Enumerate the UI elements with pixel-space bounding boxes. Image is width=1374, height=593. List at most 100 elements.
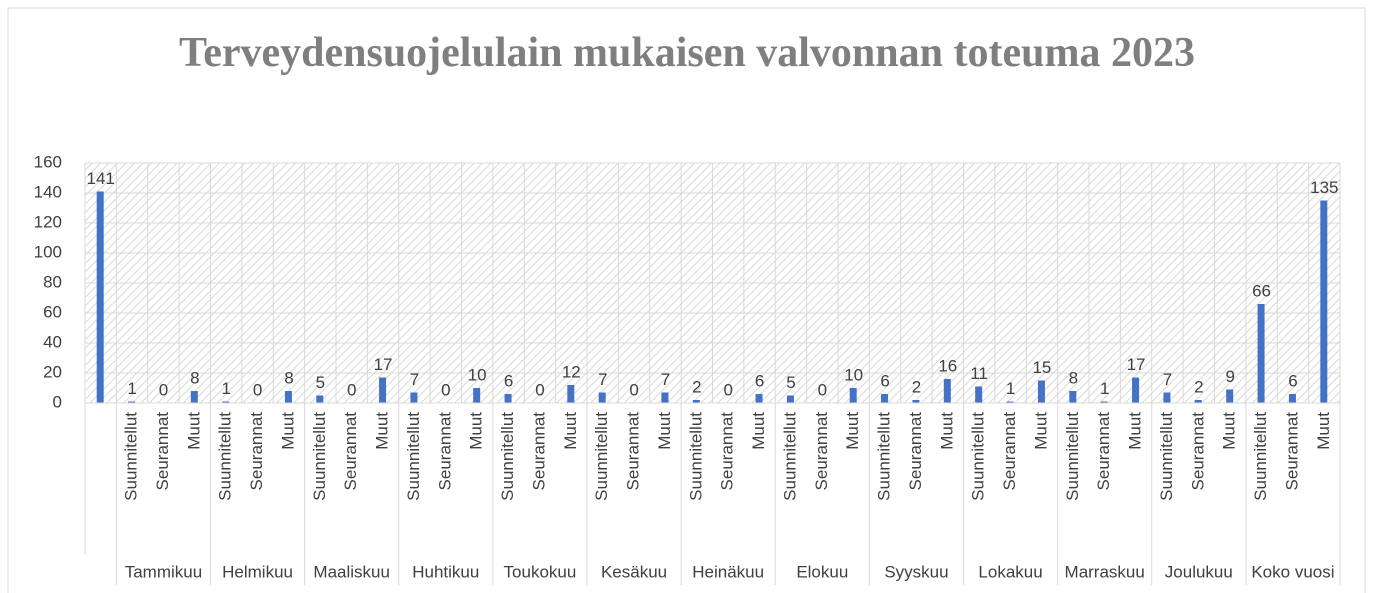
x-tick-label: Suunnitellut (404, 412, 423, 501)
data-label: 5 (316, 373, 325, 392)
x-tick-label: Suunnitellut (875, 412, 894, 501)
chart-frame (7, 7, 1366, 593)
bar (849, 388, 857, 403)
data-label: 6 (1288, 371, 1297, 390)
data-label: 12 (562, 362, 581, 381)
data-label: 6 (880, 371, 889, 390)
x-tick-label: Suunnitellut (498, 412, 517, 501)
x-tick-label: Seurannat (1282, 412, 1301, 491)
data-label: 8 (190, 368, 199, 387)
x-tick-label: Suunnitellut (969, 412, 988, 501)
x-tick-label: Seurannat (341, 412, 360, 491)
bar (316, 395, 324, 403)
data-label: 7 (661, 370, 670, 389)
data-label: 6 (755, 371, 764, 390)
bar (1257, 304, 1265, 403)
x-tick-label: Muut (373, 412, 392, 450)
data-label: 0 (441, 380, 450, 399)
data-label: 9 (1225, 367, 1234, 386)
x-tick-label: Muut (749, 412, 768, 450)
y-tick-label: 120 (34, 212, 62, 231)
x-tick-label: Suunnitellut (122, 412, 141, 501)
x-tick-label: Suunnitellut (686, 412, 705, 501)
x-tick-label: Muut (843, 412, 862, 450)
group-label: Huhtikuu (412, 562, 479, 581)
data-label: 8 (1069, 368, 1078, 387)
bar (1320, 200, 1328, 403)
x-tick-label: Seurannat (1094, 412, 1113, 491)
x-tick-label: Muut (184, 412, 203, 450)
data-label: 1 (221, 379, 230, 398)
bar (661, 392, 669, 403)
x-tick-label: Seurannat (718, 412, 737, 491)
bar (755, 394, 763, 403)
x-tick-label: Suunnitellut (1251, 412, 1270, 501)
bar (1037, 380, 1045, 403)
x-tick-label: Muut (1126, 412, 1145, 450)
data-label: 66 (1252, 281, 1271, 300)
bar (975, 386, 983, 403)
group-label: Maaliskuu (313, 562, 390, 581)
x-tick-label: Muut (937, 412, 956, 450)
x-tick-label: Seurannat (1188, 412, 1207, 491)
bar (1132, 377, 1140, 403)
x-tick-label: Muut (467, 412, 486, 450)
data-label: 2 (912, 377, 921, 396)
bar (786, 395, 794, 403)
group-label: Helmikuu (222, 562, 293, 581)
bar (1100, 401, 1108, 403)
y-tick-label: 0 (53, 392, 62, 411)
data-label: 0 (347, 380, 356, 399)
x-tick-label: Seurannat (529, 412, 548, 491)
x-tick-label: Suunnitellut (310, 412, 329, 501)
data-label: 7 (598, 370, 607, 389)
y-tick-label: 140 (34, 182, 62, 201)
data-label: 0 (629, 380, 638, 399)
data-label: 135 (1310, 178, 1338, 197)
data-label: 5 (786, 373, 795, 392)
data-label: 0 (253, 380, 262, 399)
bar (567, 385, 575, 403)
group-label: Koko vuosi (1251, 562, 1334, 581)
bar (1163, 392, 1171, 403)
data-label: 11 (970, 364, 988, 383)
group-label: Toukokuu (504, 562, 577, 581)
group-label: Tammikuu (125, 562, 202, 581)
data-label: 2 (692, 377, 701, 396)
y-tick-label: 160 (34, 152, 62, 171)
data-label: 8 (284, 368, 293, 387)
group-label: Lokakuu (978, 562, 1042, 581)
x-tick-label: Seurannat (1000, 412, 1019, 491)
data-label: 10 (844, 365, 863, 384)
data-label: 17 (374, 355, 393, 374)
data-label: 10 (468, 365, 487, 384)
x-tick-label: Seurannat (435, 412, 454, 491)
x-tick-label: Seurannat (812, 412, 831, 491)
group-label: Heinäkuu (692, 562, 764, 581)
bar (1194, 400, 1202, 403)
x-tick-label: Suunnitellut (1157, 412, 1176, 501)
y-tick-label: 80 (43, 272, 62, 291)
bar (1288, 394, 1296, 403)
x-tick-label: Seurannat (153, 412, 172, 491)
data-label: 1 (127, 379, 136, 398)
data-label: 2 (1194, 377, 1203, 396)
group-label: Elokuu (796, 562, 848, 581)
data-label: 7 (410, 370, 419, 389)
bar (410, 392, 418, 403)
data-label: 0 (535, 380, 544, 399)
bar (912, 400, 920, 403)
x-tick-label: Suunnitellut (780, 412, 799, 501)
bar (128, 401, 136, 403)
x-tick-label: Seurannat (624, 412, 643, 491)
data-label: 15 (1032, 358, 1051, 377)
group-label: Kesäkuu (601, 562, 667, 581)
x-tick-label: Muut (1220, 412, 1239, 450)
x-tick-label: Suunnitellut (216, 412, 235, 501)
bar (473, 388, 481, 403)
x-tick-label: Muut (278, 412, 297, 450)
group-label: Marraskuu (1065, 562, 1145, 581)
x-tick-label: Suunnitellut (592, 412, 611, 501)
